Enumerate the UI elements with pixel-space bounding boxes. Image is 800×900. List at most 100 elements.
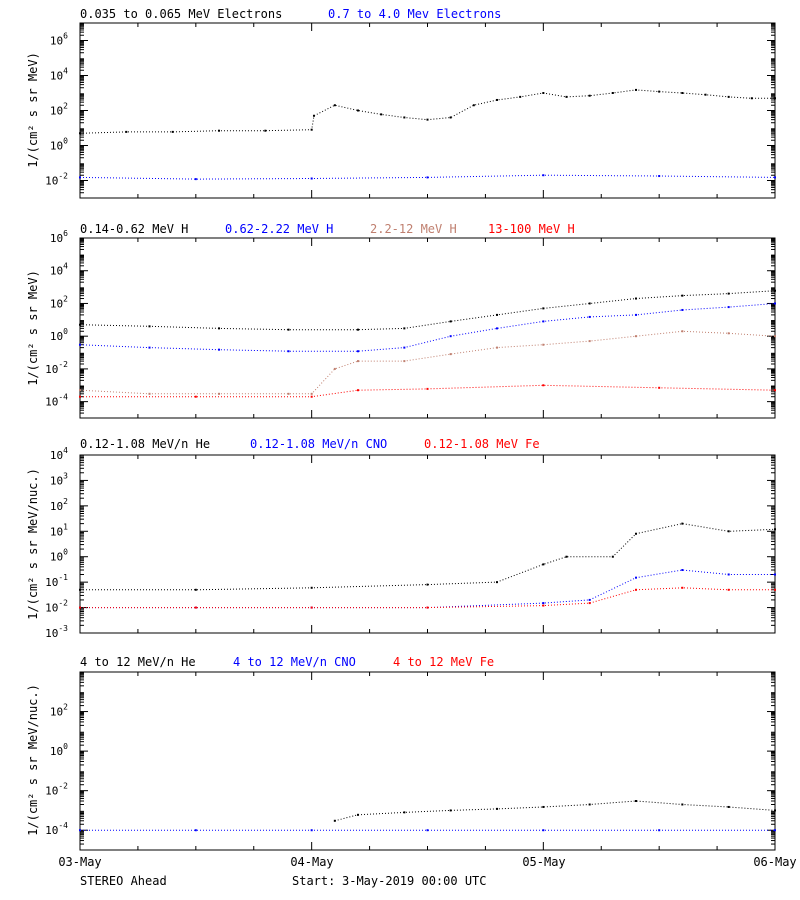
series-line bbox=[80, 384, 776, 398]
y-tick-label: 10-2 bbox=[45, 360, 68, 376]
data-point bbox=[496, 98, 498, 101]
x-tick-label: 05-May bbox=[522, 855, 565, 869]
panel-protons: 0.14-0.62 MeV H 0.62-2.22 MeV H 2.2-12 M… bbox=[26, 222, 776, 419]
data-point bbox=[218, 129, 220, 132]
data-point bbox=[194, 178, 197, 181]
series-line bbox=[334, 800, 776, 822]
data-point bbox=[426, 387, 429, 390]
data-point bbox=[449, 320, 452, 323]
y-tick-label: 106 bbox=[50, 32, 68, 48]
y-tick-label: 103 bbox=[50, 471, 68, 487]
data-point bbox=[496, 313, 498, 316]
data-point bbox=[171, 130, 174, 133]
panel-electrons: 0.035 to 0.065 MeV Electrons 0.7 to 4.0 … bbox=[26, 7, 776, 199]
panel-low-energy-ions: 0.12-1.08 MeV/n He 0.12-1.08 MeV/n CNO 0… bbox=[26, 437, 776, 640]
y-axis-label: 1/(cm² s sr MeV/nuc.) bbox=[26, 468, 40, 620]
data-point bbox=[79, 389, 81, 392]
data-point bbox=[542, 805, 545, 808]
plot-frame bbox=[79, 671, 776, 851]
y-axis-ticks: 10-4 10-2 100 102 bbox=[45, 672, 776, 850]
data-point bbox=[357, 109, 359, 112]
data-point bbox=[727, 292, 730, 295]
data-point bbox=[774, 302, 776, 305]
data-point bbox=[125, 130, 128, 133]
data-point bbox=[588, 340, 591, 343]
y-tick-label: 10-2 bbox=[45, 782, 68, 798]
series-line bbox=[79, 174, 776, 180]
data-point bbox=[635, 313, 637, 316]
y-tick-label: 100 bbox=[50, 327, 68, 343]
legend-label-black: 0.035 to 0.065 MeV Electrons bbox=[80, 7, 282, 21]
data-point bbox=[565, 95, 568, 98]
legend-label-red: 13-100 MeV H bbox=[488, 222, 575, 236]
data-point bbox=[588, 302, 591, 305]
y-axis-label: 1/(cm² s sr MeV) bbox=[26, 52, 40, 168]
data-point bbox=[449, 353, 452, 356]
data-point bbox=[542, 602, 545, 605]
data-points bbox=[79, 289, 776, 398]
data-point bbox=[542, 320, 545, 323]
plot-frame bbox=[79, 22, 776, 199]
data-point bbox=[426, 829, 429, 832]
data-point bbox=[287, 392, 290, 395]
x-tick-label: 03-May bbox=[58, 855, 101, 869]
plot-frame bbox=[79, 454, 776, 634]
data-point bbox=[542, 307, 545, 310]
legend-label-blue: 0.12-1.08 MeV/n CNO bbox=[250, 437, 387, 451]
data-point bbox=[194, 588, 197, 591]
data-point bbox=[588, 602, 591, 605]
x-axis: 03-May 04-May 05-May 06-May bbox=[58, 855, 796, 869]
data-point bbox=[542, 174, 545, 177]
data-point bbox=[681, 308, 684, 311]
data-point bbox=[774, 573, 776, 576]
panel-high-energy-ions: 4 to 12 MeV/n He 4 to 12 MeV/n CNO 4 to … bbox=[26, 655, 776, 851]
y-tick-label: 106 bbox=[50, 229, 68, 245]
data-point bbox=[449, 116, 452, 119]
series-line bbox=[79, 303, 776, 352]
data-point bbox=[774, 809, 776, 812]
y-tick-label: 104 bbox=[50, 67, 68, 83]
data-point bbox=[774, 176, 776, 179]
y-tick-label: 10-1 bbox=[45, 573, 68, 589]
legend-label-red: 4 to 12 MeV Fe bbox=[393, 655, 494, 669]
data-point bbox=[403, 811, 406, 814]
data-points bbox=[79, 522, 776, 609]
y-axis-label: 1/(cm² s sr MeV/nuc.) bbox=[26, 684, 40, 836]
y-tick-label: 102 bbox=[50, 703, 68, 719]
data-point bbox=[333, 104, 336, 107]
data-point bbox=[588, 315, 591, 318]
plot-frame bbox=[79, 237, 776, 419]
data-point bbox=[496, 807, 498, 810]
legend-label-blue: 0.62-2.22 MeV H bbox=[225, 222, 333, 236]
data-point bbox=[635, 800, 637, 803]
data-point bbox=[681, 522, 684, 525]
data-point bbox=[194, 606, 197, 609]
spacecraft-label: STEREO Ahead bbox=[80, 874, 167, 888]
data-point bbox=[218, 392, 220, 395]
data-points bbox=[79, 800, 776, 832]
data-point bbox=[542, 563, 545, 566]
data-point bbox=[264, 129, 267, 132]
data-point bbox=[380, 113, 383, 116]
legend-label-black: 0.12-1.08 MeV/n He bbox=[80, 437, 210, 451]
data-point bbox=[727, 306, 730, 309]
series-line bbox=[80, 587, 775, 609]
y-tick-label: 10-4 bbox=[45, 821, 68, 837]
y-tick-label: 102 bbox=[50, 294, 68, 310]
legend-label-blue: 4 to 12 MeV/n CNO bbox=[233, 655, 356, 669]
start-value: 3-May-2019 00:00 UTC bbox=[342, 874, 487, 888]
data-point bbox=[218, 327, 220, 330]
data-points bbox=[79, 88, 776, 181]
legend-label-black: 0.14-0.62 MeV H bbox=[80, 222, 188, 236]
data-point bbox=[727, 588, 730, 591]
y-tick-label: 10-3 bbox=[45, 624, 68, 640]
y-tick-label: 10-4 bbox=[45, 393, 68, 409]
data-point bbox=[426, 583, 429, 586]
data-point bbox=[542, 604, 545, 607]
data-point bbox=[635, 588, 637, 591]
data-point bbox=[588, 598, 591, 601]
data-point bbox=[774, 335, 776, 338]
y-axis-label: 1/(cm² s sr MeV) bbox=[26, 270, 40, 386]
data-point bbox=[194, 829, 197, 832]
